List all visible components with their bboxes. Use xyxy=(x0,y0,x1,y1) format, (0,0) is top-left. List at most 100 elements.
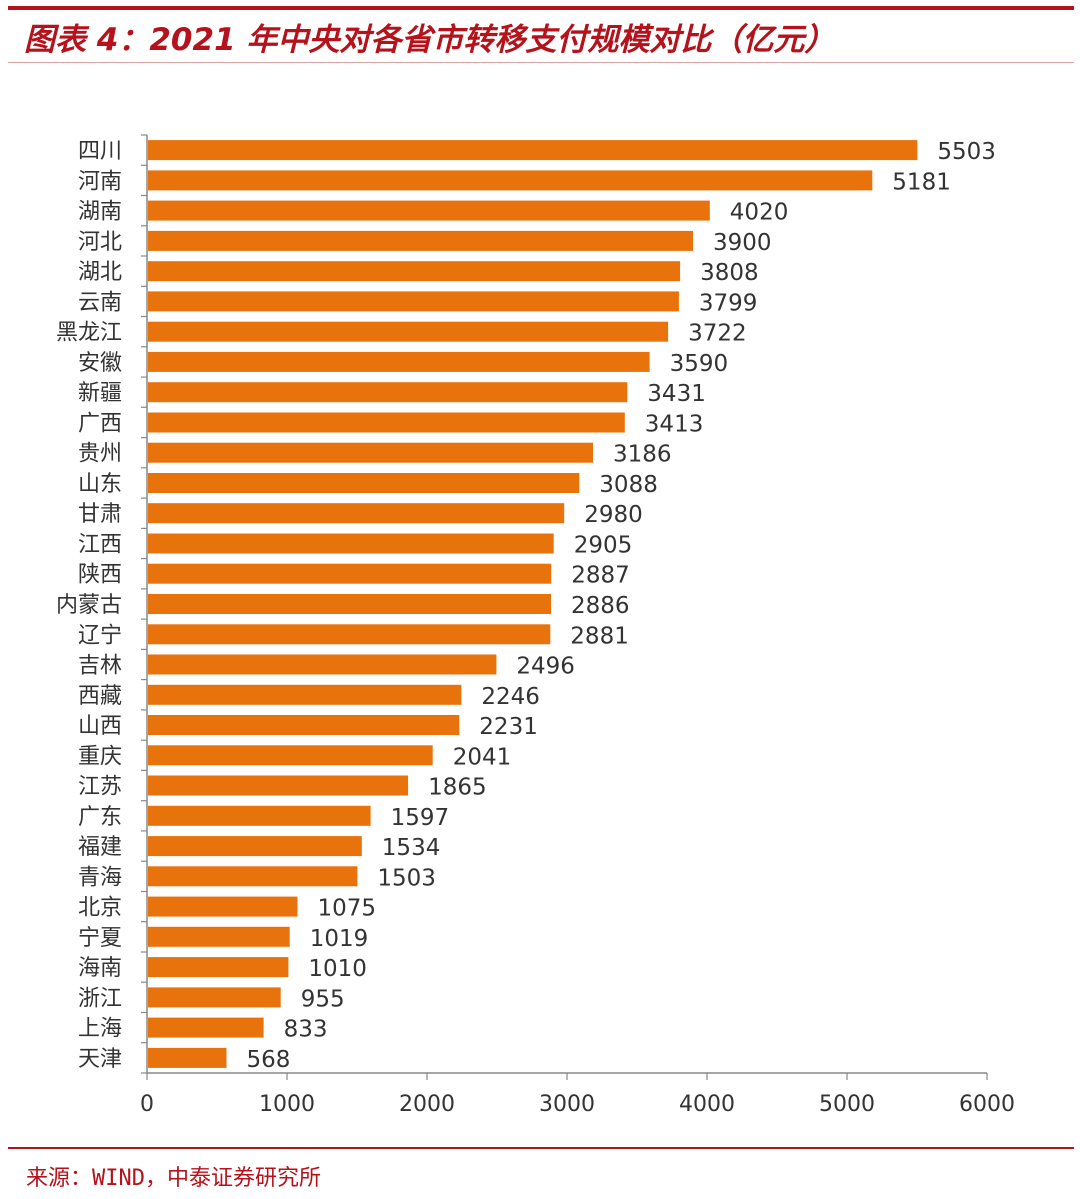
data-label: 1597 xyxy=(391,805,450,831)
category-label: 海南 xyxy=(78,956,122,981)
category-label: 湖北 xyxy=(78,260,122,285)
bottom-rule xyxy=(8,1147,1074,1149)
data-label: 833 xyxy=(284,1017,328,1043)
data-label: 3900 xyxy=(713,230,772,256)
category-label: 河南 xyxy=(78,169,122,194)
bar xyxy=(148,442,593,463)
category-label: 内蒙古 xyxy=(56,593,122,618)
data-label: 3431 xyxy=(647,381,706,407)
bar xyxy=(148,351,650,372)
category-label: 浙江 xyxy=(78,986,122,1011)
data-label: 4020 xyxy=(730,200,789,226)
bar xyxy=(148,503,565,524)
category-label: 湖南 xyxy=(78,200,122,225)
data-label: 2246 xyxy=(481,684,540,710)
category-label: 西藏 xyxy=(78,684,122,709)
data-label: 568 xyxy=(247,1047,291,1073)
category-label: 山西 xyxy=(78,714,122,739)
data-label: 955 xyxy=(301,986,345,1012)
data-label: 1010 xyxy=(308,956,367,982)
category-label: 新疆 xyxy=(78,381,122,406)
bar xyxy=(148,866,358,887)
x-tick-label: 0 xyxy=(140,1092,154,1117)
bar xyxy=(148,654,497,675)
category-label: 广东 xyxy=(78,805,122,830)
bar xyxy=(148,261,681,282)
data-label: 3808 xyxy=(700,260,759,286)
category-label: 贵州 xyxy=(78,442,122,467)
bar xyxy=(148,1017,264,1038)
category-label: 辽宁 xyxy=(78,623,122,648)
bar xyxy=(148,775,409,796)
data-label: 3722 xyxy=(688,321,747,347)
x-tick-label: 1000 xyxy=(259,1092,315,1117)
category-label: 吉林 xyxy=(78,654,122,679)
x-tick-label: 2000 xyxy=(399,1092,455,1117)
data-label: 2887 xyxy=(571,563,630,589)
bar xyxy=(148,715,460,735)
bar-chart: 四川 5503 河南 5181 湖南 4020 河北 3900 湖北 3808 云南 3799 黑龙江 3… xyxy=(56,134,1015,1117)
data-label: 5503 xyxy=(937,139,996,165)
bar xyxy=(148,473,580,493)
data-label: 1865 xyxy=(428,775,487,801)
data-label: 2881 xyxy=(570,623,629,649)
data-label: 1534 xyxy=(382,835,441,861)
category-label: 黑龙江 xyxy=(56,321,122,346)
data-label: 1019 xyxy=(310,926,369,952)
top-rule xyxy=(8,6,1074,10)
bar xyxy=(148,291,679,312)
chart-title: 图表 4：2021 年中央对各省市转移支付规模对比（亿元） xyxy=(24,22,836,58)
bar xyxy=(148,836,362,857)
category-label: 重庆 xyxy=(78,744,122,769)
x-tick-label: 6000 xyxy=(959,1092,1015,1117)
category-label: 广西 xyxy=(78,412,122,437)
category-label: 四川 xyxy=(78,139,122,164)
x-tick-label: 5000 xyxy=(819,1092,875,1117)
data-label: 3799 xyxy=(699,290,758,316)
bar xyxy=(148,957,289,978)
data-label: 3186 xyxy=(613,442,672,468)
bar xyxy=(148,321,669,342)
data-label: 2905 xyxy=(574,533,633,559)
title-rule xyxy=(8,62,1074,63)
bar xyxy=(148,684,462,705)
data-label: 3413 xyxy=(645,412,704,438)
category-label: 青海 xyxy=(78,865,122,890)
category-label: 云南 xyxy=(78,290,122,315)
data-label: 1503 xyxy=(377,865,436,891)
data-label: 2886 xyxy=(571,593,630,619)
bar xyxy=(148,140,918,161)
category-label: 江西 xyxy=(78,533,122,558)
bar xyxy=(148,1047,227,1068)
data-label: 2041 xyxy=(453,744,512,770)
x-tick-label: 3000 xyxy=(539,1092,595,1117)
x-tick-label: 4000 xyxy=(679,1092,735,1117)
category-label: 宁夏 xyxy=(78,926,122,951)
category-label: 安徽 xyxy=(78,351,122,376)
bar xyxy=(148,170,873,191)
data-label: 2980 xyxy=(584,502,643,528)
data-label: 2496 xyxy=(516,654,575,680)
category-label: 福建 xyxy=(78,835,122,860)
source-note: 来源：WIND，中泰证券研究所 xyxy=(26,1166,321,1191)
data-label: 3590 xyxy=(670,351,729,377)
category-label: 上海 xyxy=(78,1017,122,1042)
data-label: 3088 xyxy=(599,472,658,498)
category-label: 陕西 xyxy=(78,563,122,588)
category-label: 北京 xyxy=(78,896,122,921)
bar xyxy=(148,230,693,251)
bar xyxy=(148,412,625,433)
category-label: 河北 xyxy=(78,230,122,255)
bar xyxy=(148,987,281,1008)
category-label: 山东 xyxy=(78,472,122,497)
data-label: 1075 xyxy=(318,896,377,922)
bar xyxy=(148,745,433,766)
data-label: 5181 xyxy=(892,169,951,195)
data-label: 2231 xyxy=(479,714,538,740)
bar xyxy=(148,563,552,584)
category-label: 甘肃 xyxy=(78,502,122,527)
bar xyxy=(148,805,371,826)
bar xyxy=(148,533,554,554)
bar xyxy=(148,926,290,947)
category-label: 天津 xyxy=(78,1047,122,1072)
